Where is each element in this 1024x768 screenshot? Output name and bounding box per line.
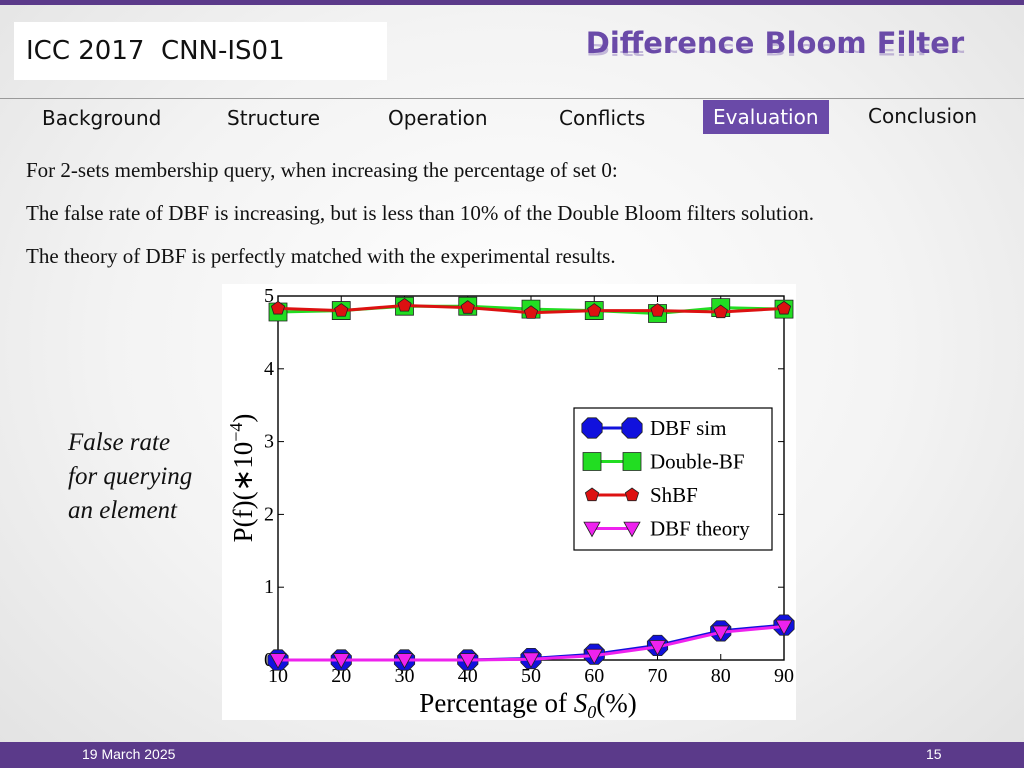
data-point xyxy=(587,303,602,317)
legend-marker xyxy=(621,417,643,439)
data-point xyxy=(459,653,477,669)
x-axis-label-part: (%) xyxy=(596,688,636,718)
data-point xyxy=(585,648,603,665)
legend-box xyxy=(573,407,773,551)
x-tick-label: 20 xyxy=(331,665,351,687)
data-point xyxy=(776,300,792,315)
data-point xyxy=(332,653,350,669)
legend-marker xyxy=(581,417,603,439)
data-point xyxy=(270,300,286,315)
header-divider xyxy=(0,98,1024,99)
legend-marker xyxy=(622,452,642,471)
side-note-line-1: False rate xyxy=(68,429,171,456)
chart-svg: 10 20 30 40 50 60 70 80 90 0 1 2 3 4 5 Percentage of S0… xyxy=(226,285,795,722)
legend-label: Double-BF xyxy=(650,450,745,474)
slide-title-block: Difference Bloom Filter Difference Bloom… xyxy=(560,26,990,86)
legend-label: ShBF xyxy=(650,483,698,507)
y-axis-label-part: −4 xyxy=(226,423,246,442)
body-line-3: The theory of DBF is perfectly matched w… xyxy=(26,244,616,268)
false-rate-chart: 10 20 30 40 50 60 70 80 90 0 1 2 3 4 5 Percentage of S0… xyxy=(222,284,796,722)
y-tick-label: 2 xyxy=(264,503,274,525)
slide-title: Difference Bloom Filter xyxy=(585,26,965,60)
footer-date: 19 March 2025 xyxy=(82,746,176,762)
legend-marker xyxy=(582,452,602,471)
data-point xyxy=(395,653,414,669)
legend-label: DBF sim xyxy=(650,416,726,440)
nav-item-conflicts[interactable]: Conflicts xyxy=(559,106,646,130)
side-note-line-2: for querying xyxy=(68,463,193,490)
data-point xyxy=(523,305,539,319)
x-axis-label: Percentage of S0(%) xyxy=(419,688,636,720)
x-axis-label-part: 0 xyxy=(587,702,596,720)
body-line-1: For 2-sets membership query, when increa… xyxy=(26,158,618,182)
legend-marker xyxy=(624,487,640,502)
slide-title-reflection: Difference Bloom Filter xyxy=(585,40,965,59)
x-tick-label: 40 xyxy=(458,665,478,687)
data-point xyxy=(775,619,793,636)
legend-marker xyxy=(623,521,641,538)
data-point xyxy=(334,303,349,317)
data-point xyxy=(650,303,665,317)
data-point xyxy=(713,304,728,319)
data-point xyxy=(460,300,475,314)
body-line-2: The false rate of DBF is increasing, but… xyxy=(26,201,814,225)
y-axis-label: P(f)(∗10−4) xyxy=(226,414,258,543)
nav-item-evaluation[interactable]: Evaluation xyxy=(703,100,829,134)
y-tick-label: 1 xyxy=(264,576,274,598)
y-axis-label-part: ) xyxy=(228,414,258,423)
legend-marker xyxy=(583,521,601,538)
data-point xyxy=(522,652,540,669)
y-tick-label: 3 xyxy=(264,431,274,453)
x-tick-label: 30 xyxy=(395,665,415,687)
side-note-line-3: an element xyxy=(68,497,177,524)
legend-label: DBF theory xyxy=(650,517,750,541)
x-tick-label: 80 xyxy=(711,665,731,687)
footer-bar xyxy=(0,742,1024,768)
x-axis-label-part: Percentage of xyxy=(419,688,573,718)
x-axis-label-part: S xyxy=(574,688,588,718)
y-tick-label: 4 xyxy=(264,358,274,380)
section-nav: Background Structure Operation Conflicts… xyxy=(0,100,1024,136)
data-point xyxy=(269,653,287,669)
nav-item-structure[interactable]: Structure xyxy=(227,106,321,130)
nav-item-conclusion[interactable]: Conclusion xyxy=(868,104,977,128)
nav-item-operation[interactable]: Operation xyxy=(388,106,488,130)
x-tick-label: 50 xyxy=(521,665,541,687)
nav-item-background[interactable]: Background xyxy=(42,106,162,130)
conference-label: ICC 2017 CNN-IS01 xyxy=(14,22,387,80)
x-tick-label: 60 xyxy=(584,665,604,687)
side-note: False rate for querying an element xyxy=(68,426,228,528)
x-tick-label: 90 xyxy=(774,665,794,687)
footer-page-number: 15 xyxy=(926,746,942,762)
data-point xyxy=(648,640,667,656)
data-point xyxy=(397,297,412,312)
data-point xyxy=(712,625,730,642)
legend-marker xyxy=(584,487,600,502)
y-tick-label: 5 xyxy=(264,285,274,307)
y-axis-label-part: P(f)(∗10 xyxy=(228,442,258,543)
x-tick-label: 70 xyxy=(648,665,668,687)
x-tick-label: 10 xyxy=(268,665,288,687)
top-accent-bar xyxy=(0,0,1024,5)
